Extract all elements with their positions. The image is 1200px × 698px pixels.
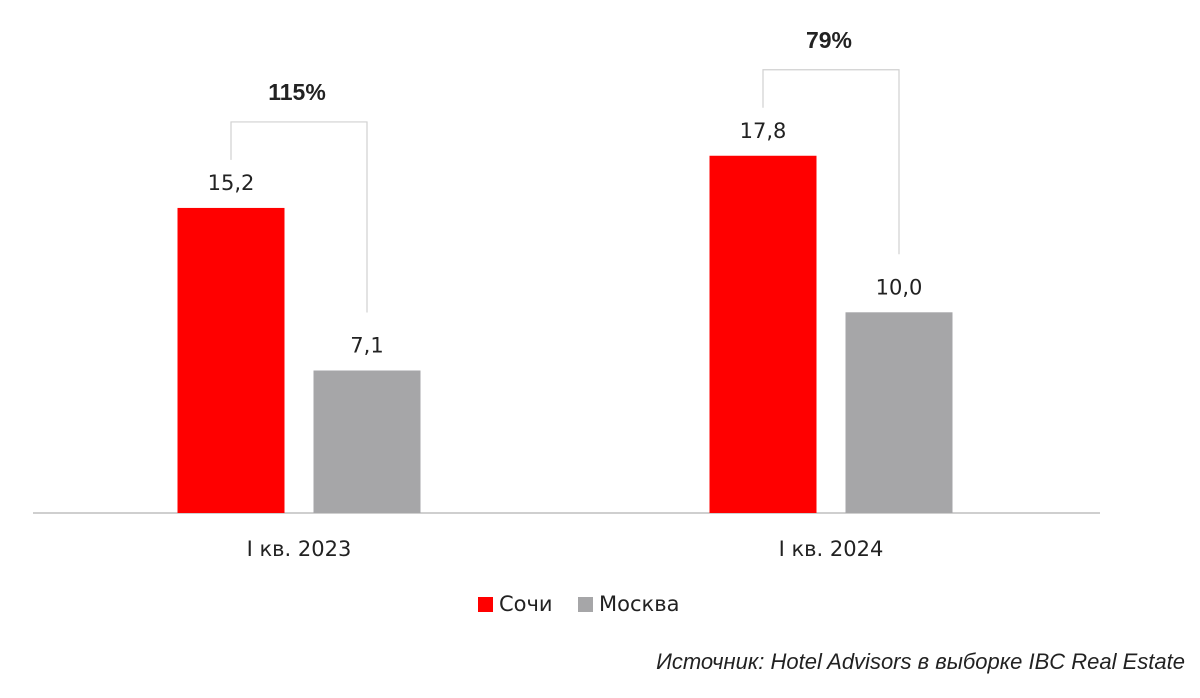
annotation: 115% bbox=[268, 79, 326, 105]
bar bbox=[709, 155, 817, 513]
legend-swatch bbox=[578, 597, 593, 612]
x-tick-label: I кв. 2023 bbox=[247, 537, 352, 561]
value-label: 17,8 bbox=[740, 119, 787, 143]
bracket bbox=[762, 69, 900, 255]
x-tick-label: I кв. 2024 bbox=[779, 537, 884, 561]
source: Источник: Hotel Advisors в выборке IBC R… bbox=[656, 649, 1185, 674]
value-label: 10,0 bbox=[876, 275, 923, 299]
bracket bbox=[230, 121, 368, 313]
value-label: 15,2 bbox=[208, 171, 255, 195]
bar bbox=[845, 312, 953, 513]
legend-label: Сочи bbox=[499, 592, 553, 616]
value-label: 7,1 bbox=[350, 334, 383, 358]
legend-label: Москва bbox=[599, 592, 679, 616]
bar bbox=[177, 207, 285, 513]
annotation: 79% bbox=[806, 27, 852, 53]
bar bbox=[313, 370, 421, 513]
legend-swatch bbox=[478, 597, 493, 612]
